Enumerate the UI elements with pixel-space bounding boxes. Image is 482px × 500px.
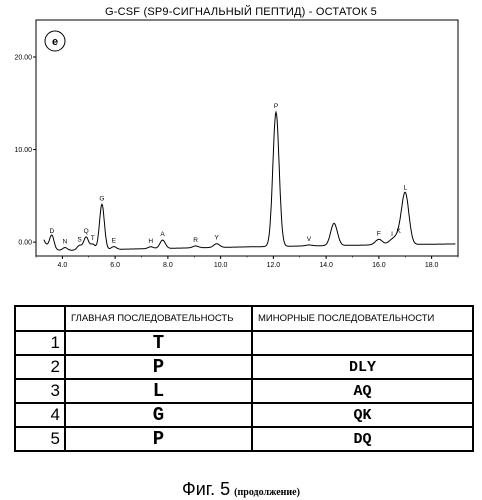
peak-label: K — [396, 228, 401, 235]
peak-label: D — [49, 228, 54, 235]
y-tick-label: 20.00 — [14, 55, 32, 62]
x-tick-label: 4.0 — [58, 262, 68, 269]
caption-sub: (продолжение) — [234, 487, 300, 498]
main-residue: T — [65, 331, 252, 355]
peak-label: T — [91, 235, 95, 242]
peak-label: A — [160, 231, 165, 238]
y-tick-label: 10.00 — [14, 147, 32, 154]
sequence-table: ГЛАВНАЯ ПОСЛЕДОВАТЕЛЬНОСТЬ МИНОРНЫЕ ПОСЛ… — [14, 305, 474, 452]
minor-residues: QK — [252, 403, 473, 427]
minor-residues — [252, 331, 473, 355]
minor-residues: DQ — [252, 427, 473, 451]
table-row: 1 T — [15, 331, 473, 355]
main-residue: G — [65, 403, 252, 427]
y-tick-label: 0.00 — [18, 240, 32, 247]
panel-label: e — [52, 36, 58, 48]
peak-label: L — [403, 185, 407, 192]
main-residue: P — [65, 427, 252, 451]
peak-label: N — [63, 239, 68, 246]
peak-label: F — [377, 230, 381, 237]
x-tick-label: 8.0 — [163, 262, 173, 269]
minor-residues: DLY — [252, 355, 473, 379]
peak-label: V — [307, 236, 312, 243]
x-tick-label: 12.0 — [267, 262, 281, 269]
x-tick-label: 6.0 — [110, 262, 120, 269]
x-tick-label: 10.0 — [214, 262, 228, 269]
peak-label: I — [391, 231, 393, 238]
x-tick-label: 18.0 — [425, 262, 439, 269]
table-row: 4 G QK — [15, 403, 473, 427]
table-row: 3 L AQ — [15, 379, 473, 403]
peak-label: Q — [84, 228, 89, 235]
peak-label: Y — [214, 235, 219, 242]
peak-label: S — [77, 236, 82, 243]
caption-main: Фиг. 5 — [182, 479, 230, 499]
row-number: 3 — [15, 379, 65, 403]
header-num — [15, 306, 65, 331]
peak-label: R — [193, 237, 198, 244]
peak-label: P — [274, 103, 278, 110]
x-tick-label: 16.0 — [372, 262, 386, 269]
header-main: ГЛАВНАЯ ПОСЛЕДОВАТЕЛЬНОСТЬ — [65, 306, 252, 331]
header-minor: МИНОРНЫЕ ПОСЛЕДОВАТЕЛЬНОСТИ — [252, 306, 473, 331]
main-residue: P — [65, 355, 252, 379]
minor-residues: AQ — [252, 379, 473, 403]
table-header-row: ГЛАВНАЯ ПОСЛЕДОВАТЕЛЬНОСТЬ МИНОРНЫЕ ПОСЛ… — [15, 306, 473, 331]
peak-label: E — [112, 238, 117, 245]
row-number: 5 — [15, 427, 65, 451]
peak-label: H — [148, 238, 153, 245]
table-row: 2 P DLY — [15, 355, 473, 379]
row-number: 1 — [15, 331, 65, 355]
table-row: 5 P DQ — [15, 427, 473, 451]
chromatogram-trace — [44, 112, 456, 250]
chromatogram: 4.0 6.0 8.0 10.0 12.0 14.0 16.0 18.0 0.00 10.00 20… — [0, 0, 482, 300]
row-number: 4 — [15, 403, 65, 427]
main-residue: L — [65, 379, 252, 403]
row-number: 2 — [15, 355, 65, 379]
figure-caption: Фиг. 5 (продолжение) — [0, 479, 482, 500]
peak-label: G — [99, 195, 104, 202]
x-tick-label: 14.0 — [319, 262, 333, 269]
